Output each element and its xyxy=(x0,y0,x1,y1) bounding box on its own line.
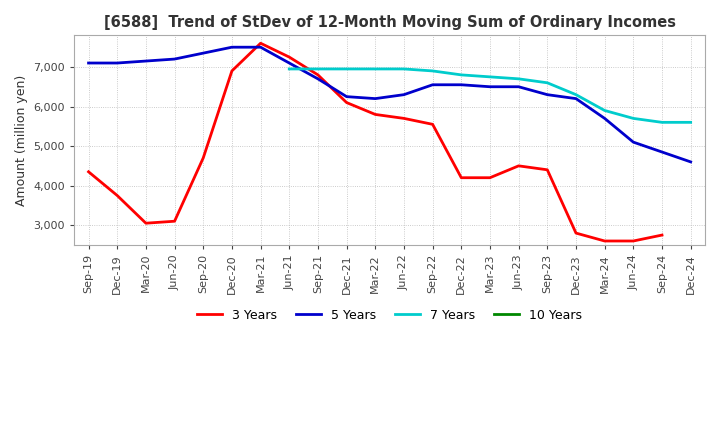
5 Years xyxy=(113,60,122,66)
3 Years xyxy=(457,175,466,180)
Line: 7 Years: 7 Years xyxy=(289,69,690,122)
3 Years xyxy=(514,163,523,169)
7 Years xyxy=(686,120,695,125)
Title: [6588]  Trend of StDev of 12-Month Moving Sum of Ordinary Incomes: [6588] Trend of StDev of 12-Month Moving… xyxy=(104,15,675,30)
5 Years xyxy=(342,94,351,99)
7 Years xyxy=(485,74,494,80)
5 Years xyxy=(285,60,294,66)
3 Years xyxy=(84,169,93,174)
7 Years xyxy=(543,80,552,85)
5 Years xyxy=(228,44,236,50)
5 Years xyxy=(142,59,150,64)
3 Years xyxy=(600,238,609,244)
5 Years xyxy=(400,92,408,97)
5 Years xyxy=(170,56,179,62)
Legend: 3 Years, 5 Years, 7 Years, 10 Years: 3 Years, 5 Years, 7 Years, 10 Years xyxy=(192,304,587,327)
3 Years xyxy=(285,55,294,60)
7 Years xyxy=(572,92,580,97)
3 Years xyxy=(657,232,666,238)
7 Years xyxy=(285,66,294,72)
Line: 5 Years: 5 Years xyxy=(89,47,690,162)
5 Years xyxy=(514,84,523,89)
5 Years xyxy=(199,51,207,56)
3 Years xyxy=(400,116,408,121)
7 Years xyxy=(514,76,523,81)
5 Years xyxy=(457,82,466,88)
3 Years xyxy=(629,238,638,244)
7 Years xyxy=(342,66,351,72)
3 Years xyxy=(170,219,179,224)
5 Years xyxy=(485,84,494,89)
5 Years xyxy=(657,149,666,154)
5 Years xyxy=(686,159,695,165)
5 Years xyxy=(600,116,609,121)
3 Years xyxy=(342,100,351,105)
3 Years xyxy=(314,72,323,77)
5 Years xyxy=(314,76,323,81)
3 Years xyxy=(485,175,494,180)
5 Years xyxy=(428,82,437,88)
5 Years xyxy=(543,92,552,97)
5 Years xyxy=(371,96,379,101)
3 Years xyxy=(256,40,265,46)
7 Years xyxy=(314,66,323,72)
3 Years xyxy=(572,231,580,236)
5 Years xyxy=(84,60,93,66)
3 Years xyxy=(428,122,437,127)
7 Years xyxy=(371,66,379,72)
Y-axis label: Amount (million yen): Amount (million yen) xyxy=(15,74,28,206)
3 Years xyxy=(228,68,236,73)
Line: 3 Years: 3 Years xyxy=(89,43,662,241)
7 Years xyxy=(457,72,466,77)
3 Years xyxy=(113,193,122,198)
3 Years xyxy=(543,167,552,172)
5 Years xyxy=(572,96,580,101)
3 Years xyxy=(371,112,379,117)
7 Years xyxy=(657,120,666,125)
5 Years xyxy=(256,44,265,50)
3 Years xyxy=(142,220,150,226)
3 Years xyxy=(199,155,207,161)
7 Years xyxy=(600,108,609,113)
7 Years xyxy=(400,66,408,72)
5 Years xyxy=(629,139,638,145)
7 Years xyxy=(629,116,638,121)
7 Years xyxy=(428,68,437,73)
